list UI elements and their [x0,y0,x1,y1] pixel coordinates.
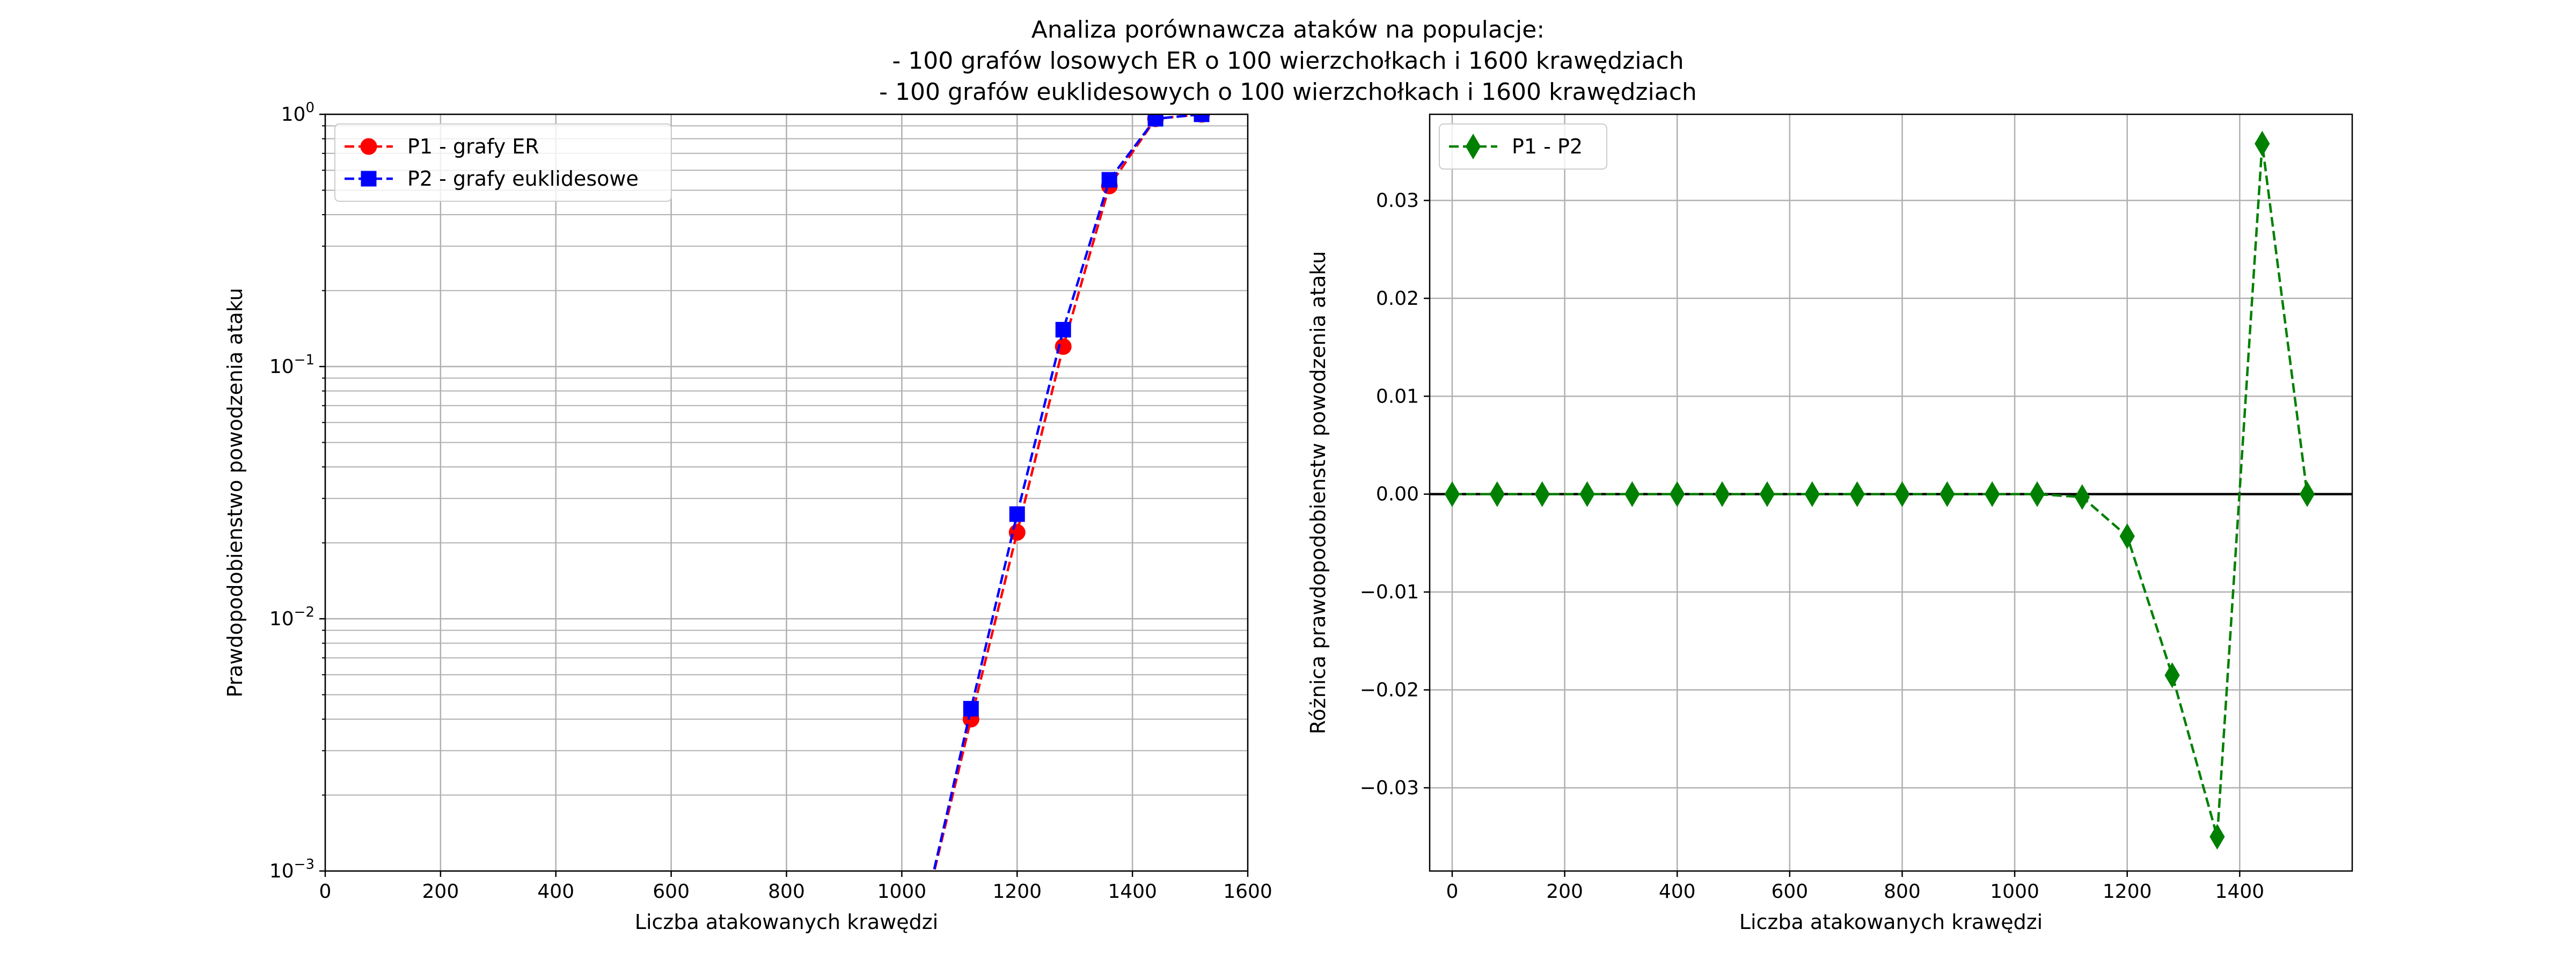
legend-label: P1 - grafy ER [407,135,539,158]
data-point [1804,481,1820,507]
x-tick-label: 1400 [2215,881,2265,903]
data-point [1894,481,1910,507]
y-axis-label: Różnica prawdopodobienstw powodzenia ata… [1306,251,1330,735]
x-tick-label: 1200 [992,881,1042,903]
title-line: - 100 grafów euklidesowych o 100 wierzch… [879,78,1697,106]
series-1 [932,114,1210,871]
x-tick-label: 400 [1659,881,1696,903]
x-tick-label: 1200 [2103,881,2152,903]
data-point [1489,481,1505,507]
legend-box [1439,123,1607,170]
x-tick-label: 200 [422,881,459,903]
legend-label: P2 - grafy euklidesowe [407,167,639,191]
plot-area [1444,130,2315,850]
y-axis-label: Prawdopodobienstwo powodzenia ataku [223,288,247,697]
y-tick-exponent: −1 [294,352,314,368]
data-point [1670,481,1685,507]
y-tick-base: 10 [269,860,294,882]
data-point [1534,481,1550,507]
data-point [1985,481,2000,507]
data-point [1194,114,1210,122]
data-point [2029,481,2045,507]
y-tick-label: 10−3 [269,857,314,882]
x-tick-label: 800 [768,881,805,903]
data-point [1714,481,1730,507]
x-tick-label: 800 [1884,881,1921,903]
data-point [1147,114,1163,127]
y-tick-label: −0.01 [1360,581,1419,603]
grid [1430,114,2352,871]
axes-frame [1429,113,2353,872]
x-tick-label: 600 [653,881,690,903]
x-tick-label: 1400 [1108,881,1157,903]
plot-area [932,114,1210,871]
data-point [2119,523,2135,550]
x-tick-label: 0 [1446,881,1458,903]
data-point [1444,481,1460,507]
data-point [2299,481,2315,507]
data-point [1009,506,1025,522]
data-point [1579,481,1595,507]
legend: P1 - grafy ER P2 - grafy euklidesowe [334,123,672,202]
x-tick-label: 200 [1546,881,1583,903]
x-tick-label: 0 [319,881,332,903]
data-point [963,701,979,717]
y-tick-label: 0.01 [1376,385,1419,407]
x-tick-label: 1000 [877,881,927,903]
y-tick-exponent: −2 [294,604,314,620]
left-chart: 0 200 400 600 800 1000 1200 1400 160010−310−210−… [223,100,1272,934]
y-tick-base: 10 [269,608,294,630]
data-point [1101,172,1117,188]
legend-label: P1 - P2 [1512,135,1583,158]
x-axis-label: Liczba atakowanych krawędzi [1739,910,2043,934]
y-tick-label: 10−1 [269,352,314,378]
y-tick-exponent: −3 [294,857,314,873]
data-point [2255,130,2270,157]
y-tick-label: 0.03 [1376,190,1419,212]
data-point [1624,481,1640,507]
data-point [1849,481,1865,507]
x-tick-label: 1600 [1223,881,1272,903]
y-tick-label: −0.03 [1360,777,1419,799]
title-line: - 100 grafów losowych ER o 100 wierzchoł… [892,47,1684,75]
y-tick-label: 0.02 [1376,288,1419,310]
legend-marker [360,138,377,155]
x-tick-label: 1000 [1990,881,2039,903]
legend-box [334,123,672,202]
legend: P1 - P2 [1439,123,1607,170]
legend-marker [361,171,377,187]
data-point [2074,484,2090,510]
series-0 [1444,130,2315,850]
y-tick-label: 100 [281,100,314,126]
title-line: Analiza porównawcza ataków na populacje: [1031,16,1545,43]
right-chart: 0 200 400 600 800 1000 1200 1400 −0.03 −0.02 −0.01… [1306,113,2353,934]
y-tick-base: 10 [269,356,294,378]
x-tick-label: 600 [1771,881,1808,903]
figure-title: Analiza porównawcza ataków na populacje:… [879,16,1697,106]
y-tick-label: −0.02 [1360,679,1419,701]
data-point [1759,481,1775,507]
y-tick-base: 10 [281,104,306,126]
y-tick-label: 0.00 [1376,484,1419,506]
x-axis-label: Liczba atakowanych krawędzi [635,910,938,934]
data-point [2164,662,2180,689]
data-point [1940,481,1955,507]
x-tick-label: 400 [537,881,574,903]
data-point [2209,824,2225,850]
data-point [1055,321,1071,338]
y-tick-exponent: 0 [305,100,314,116]
y-tick-label: 10−2 [269,604,314,630]
legend-marker [1465,134,1481,159]
